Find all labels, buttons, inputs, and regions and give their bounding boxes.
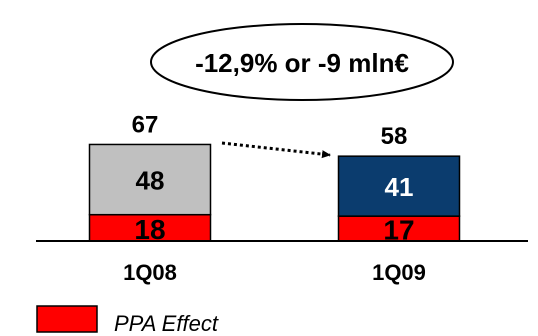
bar-label-top-1q08: 48 (136, 166, 165, 196)
category-label-1q08: 1Q08 (123, 260, 177, 285)
annotation-bubble: -12,9% or -9 mln€ (150, 23, 454, 101)
legend-swatch-ppa (36, 305, 98, 333)
legend: PPA Effect (36, 305, 219, 336)
category-labels: 1Q08 1Q09 (123, 260, 426, 285)
bar-label-top-1q09: 41 (385, 172, 414, 202)
bar-top-1q09 (337, 155, 461, 217)
total-label-1q09: 58 (381, 123, 408, 150)
annotation-ellipse (150, 23, 454, 101)
bar-ppa-1q09 (337, 215, 461, 242)
bar-top-1q08 (88, 143, 212, 216)
bar-ppa-1q08 (88, 213, 212, 242)
total-label-1q08: 67 (132, 111, 159, 138)
bar-label-ppa-1q08: 18 (134, 214, 165, 245)
category-label-1q09: 1Q09 (372, 260, 426, 285)
legend-label-ppa: PPA Effect (114, 311, 219, 336)
annotation-text: -12,9% or -9 mln€ (195, 48, 409, 78)
comparison-arrow (221, 141, 331, 159)
